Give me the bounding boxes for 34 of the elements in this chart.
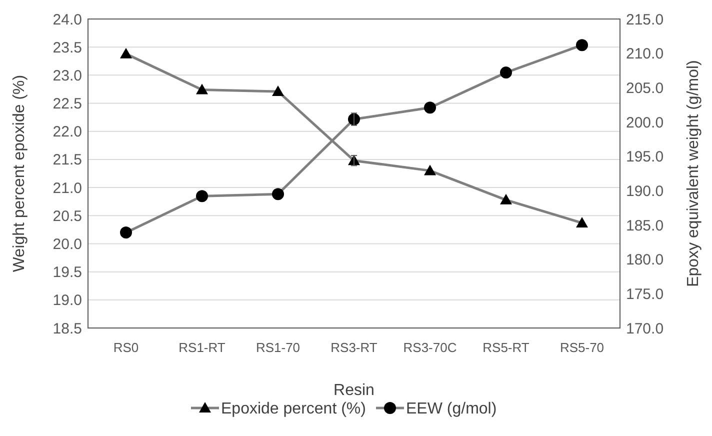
y-tick-label: 23.0: [52, 67, 82, 84]
y2-tick-label: 210.0: [626, 46, 664, 63]
x-tick-label: RS5-RT: [482, 340, 530, 355]
x-axis-title: Resin: [334, 382, 374, 399]
y-tick-label: 22.0: [52, 124, 82, 141]
y2-axis-title: Epoxy equivalent weight (g/mol): [685, 60, 702, 287]
y-tick-label: 21.0: [52, 180, 82, 197]
y2-tick-label: 215.0: [626, 11, 664, 28]
legend-label: Epoxide percent (%): [221, 400, 366, 418]
x-tick-label: RS5-70: [560, 340, 604, 355]
y-tick-label: 22.5: [52, 96, 82, 113]
y2-tick-label: 170.0: [626, 320, 664, 338]
x-tick-label: RS3-RT: [330, 340, 378, 355]
x-tick-label: RS0: [113, 340, 139, 355]
x-tick-label: RS1-RT: [178, 340, 226, 355]
y2-tick-label: 185.0: [626, 217, 664, 234]
y-tick-label: 20.5: [52, 208, 82, 225]
y-tick-label: 23.5: [52, 39, 82, 56]
y2-tick-label: 205.0: [626, 80, 664, 97]
y-tick-label: 24.0: [52, 11, 82, 28]
y2-tick-label: 175.0: [626, 286, 664, 303]
legend-label: EEW (g/mol): [406, 400, 497, 418]
y-tick-label: 19.0: [52, 292, 82, 310]
y2-tick-label: 195.0: [626, 148, 664, 166]
x-tick-label: RS1-70: [256, 340, 300, 355]
y-axis-title: Weight percent epoxide (%): [11, 74, 28, 272]
y-tick-label: 21.5: [52, 152, 82, 169]
y-tick-label: 20.0: [52, 236, 82, 253]
y2-tick-label: 190.0: [626, 182, 664, 200]
y-tick-label: 18.5: [52, 320, 82, 338]
x-tick-label: RS3-70C: [403, 340, 457, 355]
y2-tick-label: 200.0: [626, 114, 664, 132]
y-tick-label: 19.5: [52, 264, 82, 282]
y2-tick-label: 180.0: [626, 252, 664, 269]
